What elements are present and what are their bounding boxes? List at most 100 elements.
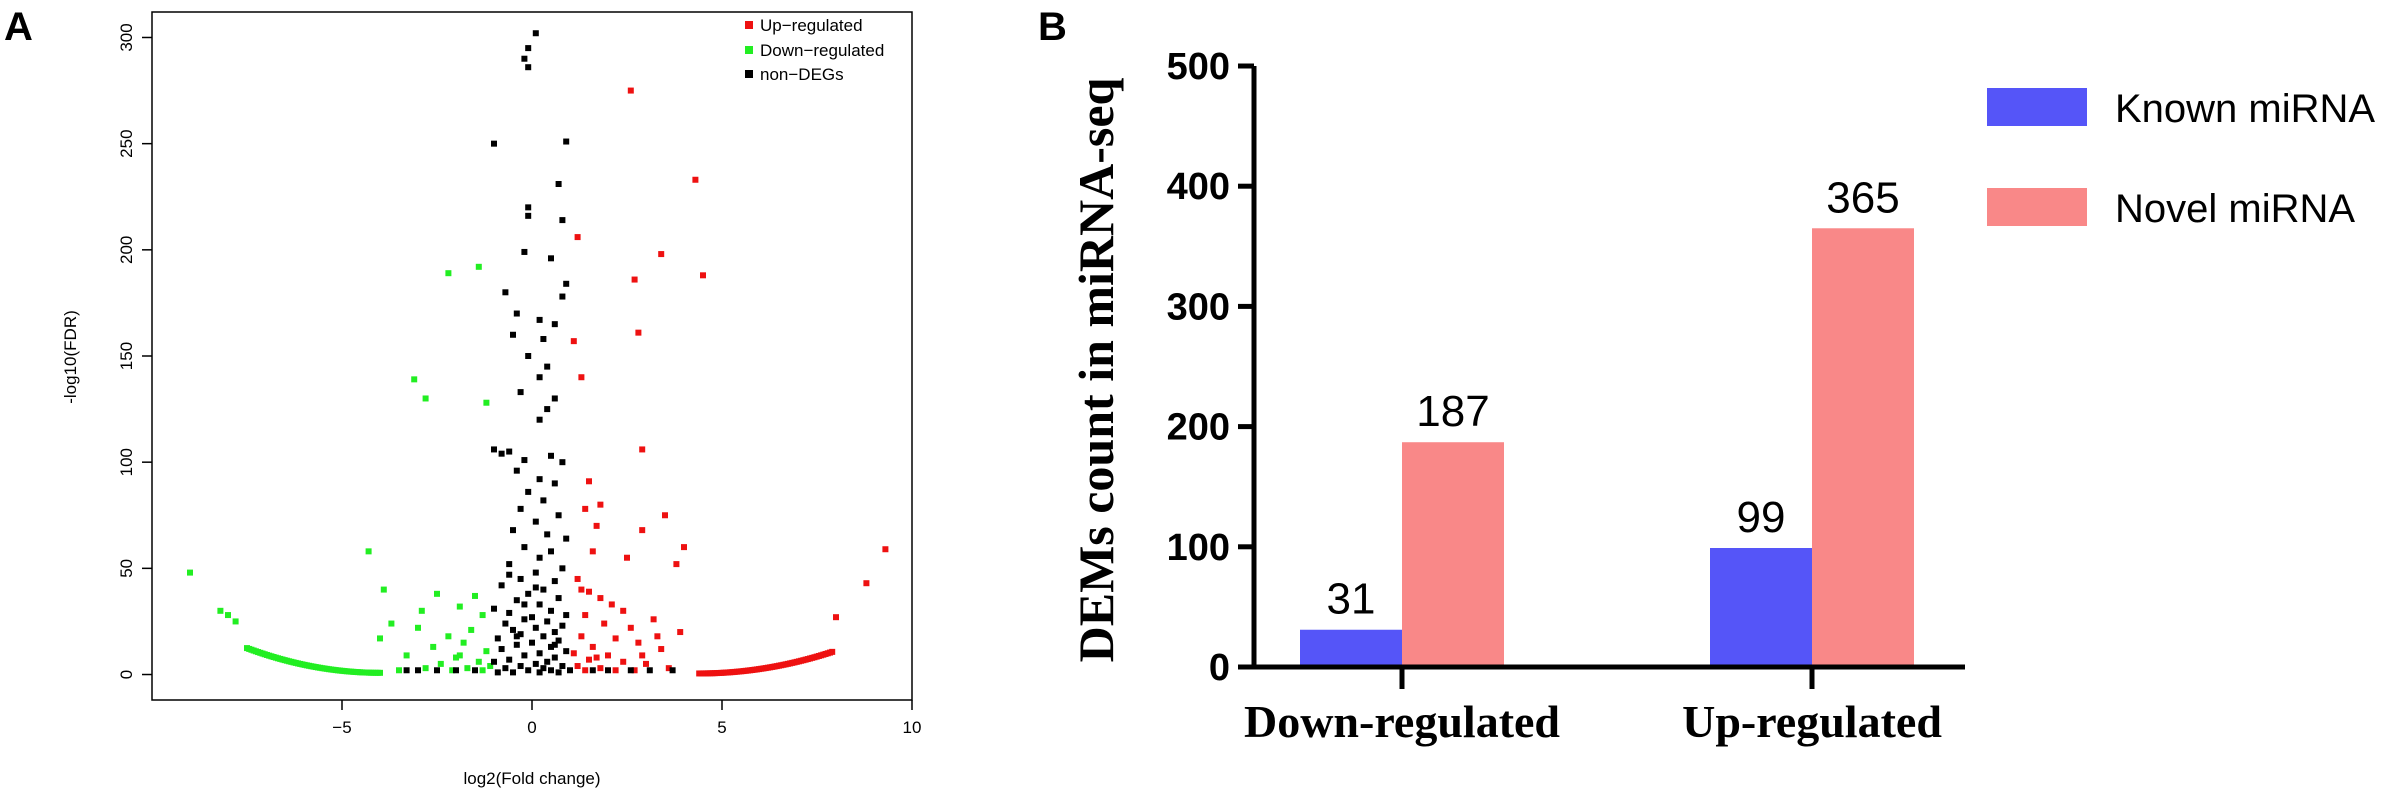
up-regulated-point — [662, 512, 668, 519]
volcano-plot-panel: A −5 0 5 10 0 50 100 150 200 250 300 log2(Fold ch… — [4, 5, 921, 788]
non-deg-point — [551, 654, 558, 661]
down-regulated-point — [472, 592, 478, 599]
non-deg-point — [498, 582, 505, 589]
non-deg-point — [498, 450, 505, 457]
down-regulated-point — [483, 648, 490, 655]
non-deg-point — [502, 289, 509, 296]
non-deg-point — [502, 620, 509, 627]
bar-y-tick-label: 0 — [1209, 647, 1230, 689]
down-regulated-point — [487, 663, 494, 670]
legend-swatch-down — [745, 46, 753, 54]
non-deg-point — [525, 212, 532, 219]
non-deg-point — [529, 639, 535, 646]
non-deg-point — [521, 248, 528, 255]
down-regulated-point — [430, 643, 437, 650]
volcano-y-tick-label: 0 — [117, 670, 136, 679]
panel-label-b: B — [1038, 5, 1067, 49]
volcano-tail-curves — [244, 645, 836, 677]
bar-value-label: 31 — [1327, 575, 1376, 624]
non-deg-point — [551, 480, 558, 487]
non-deg-point — [551, 321, 558, 328]
legend-swatch-known-mirna — [1987, 88, 2087, 126]
non-deg-point — [563, 138, 570, 145]
non-deg-point — [559, 622, 566, 629]
bar-chart-panel: B DEMs count in miRNA-seq 0 100 200 300 400 5… — [1038, 5, 2375, 747]
non-deg-point — [551, 629, 558, 636]
non-deg-point — [517, 505, 524, 512]
down-regulated-point — [468, 626, 475, 633]
up-regulated-point — [631, 667, 638, 674]
up-regulated-point — [593, 654, 600, 661]
up-regulated-point — [578, 374, 585, 381]
down-regulated-point — [475, 658, 482, 665]
non-deg-point — [532, 30, 539, 37]
non-deg-point — [540, 336, 547, 343]
up-regulated-point — [574, 575, 581, 582]
up-regulated-point — [650, 616, 657, 623]
non-deg-point — [494, 669, 501, 676]
non-deg-point — [555, 512, 562, 519]
volcano-x-tick-label: 0 — [527, 718, 536, 737]
non-deg-point — [563, 612, 570, 619]
non-deg-point — [506, 571, 513, 578]
non-deg-point — [536, 554, 543, 561]
volcano-x-tick-label: 5 — [717, 718, 726, 737]
non-deg-point — [536, 669, 543, 676]
up-regulated-point — [574, 234, 581, 241]
panel-label-a: A — [4, 5, 33, 49]
bar-category-label: Up-regulated — [1682, 696, 1942, 747]
legend-label-known-mirna: Known miRNA — [2115, 87, 2375, 131]
non-deg-point — [646, 667, 653, 674]
non-deg-point — [510, 527, 516, 534]
volcano-y-tick-label: 50 — [117, 559, 136, 578]
non-deg-point — [517, 575, 524, 582]
non-deg-point — [536, 601, 543, 608]
volcano-y-axis: 0 50 100 150 200 250 300 — [117, 23, 152, 679]
non-deg-point — [532, 660, 539, 667]
novel-mirna-bar-up — [1812, 228, 1914, 667]
non-deg-point — [525, 353, 532, 359]
up-regulated-point — [639, 652, 646, 659]
non-deg-point — [548, 255, 554, 262]
up-regulated-point — [627, 87, 634, 94]
non-deg-point — [544, 658, 551, 665]
up-regulated-point — [665, 665, 672, 672]
up-regulated-point — [643, 660, 649, 667]
non-deg-point — [536, 650, 543, 657]
non-deg-point — [510, 626, 516, 633]
known-mirna-bar-up — [1710, 548, 1812, 667]
non-deg-point — [563, 648, 570, 655]
non-deg-point — [548, 667, 554, 674]
non-deg-point — [525, 204, 532, 211]
non-deg-point — [536, 316, 543, 323]
up-regulated-point — [582, 505, 589, 512]
volcano-legend: Up−regulated Down−regulated non−DEGs — [745, 16, 884, 84]
non-deg-point — [563, 280, 570, 287]
volcano-x-axis: −5 0 5 10 — [332, 700, 921, 737]
up-regulated-point — [863, 580, 870, 587]
down-regulated-point — [365, 548, 372, 555]
volcano-curve-point — [377, 669, 383, 676]
non-deg-point — [506, 561, 513, 568]
volcano-x-tick-label: 10 — [903, 718, 922, 737]
non-deg-point — [513, 633, 520, 640]
non-deg-point — [567, 667, 573, 674]
non-deg-point — [506, 448, 513, 455]
up-regulated-point — [597, 665, 604, 672]
non-deg-point — [491, 658, 497, 665]
non-deg-point — [536, 476, 543, 483]
bar-y-tick-label: 100 — [1167, 527, 1230, 569]
up-regulated-point — [597, 595, 604, 602]
bar-y-axis-label: DEMs count in miRNA-seq — [1068, 77, 1124, 662]
up-regulated-point — [582, 667, 589, 674]
down-regulated-point — [422, 395, 429, 402]
non-deg-point — [415, 667, 421, 674]
bar-value-label: 365 — [1826, 173, 1899, 222]
up-regulated-point — [627, 624, 634, 631]
legend-swatch-up — [745, 21, 753, 29]
non-deg-point — [544, 363, 551, 370]
bar-value-label: 99 — [1737, 493, 1786, 542]
up-regulated-point — [692, 176, 699, 183]
non-deg-point — [521, 457, 528, 464]
down-regulated-point — [445, 270, 452, 277]
